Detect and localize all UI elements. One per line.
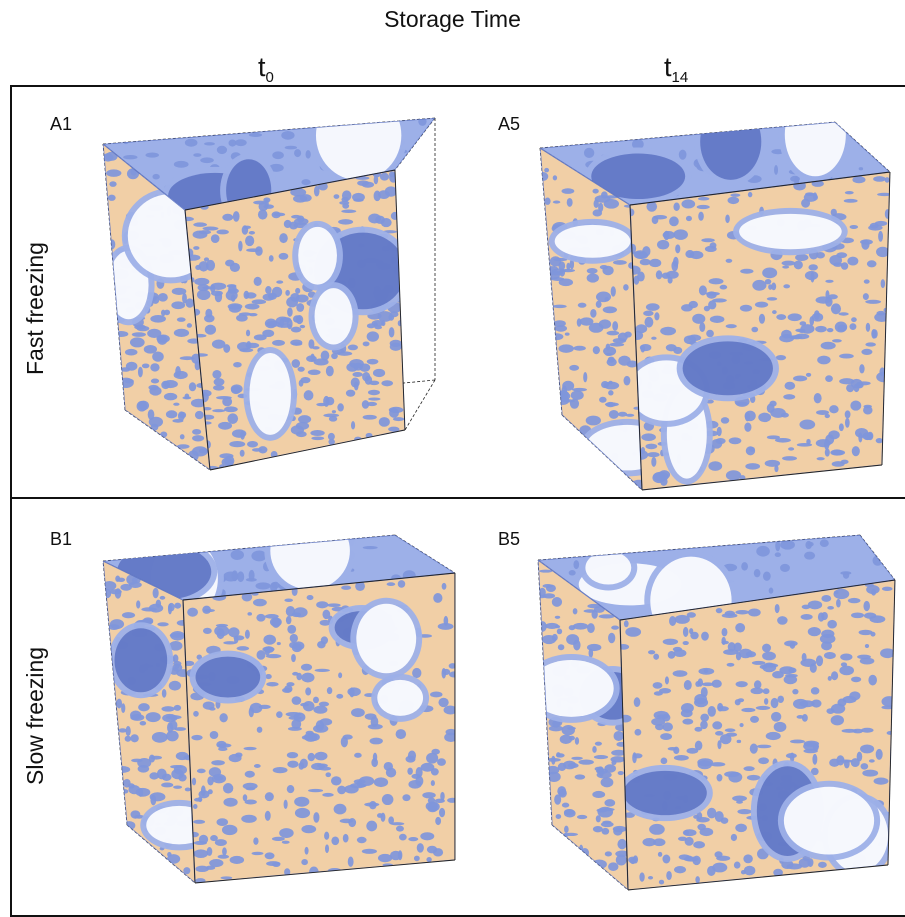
cube-top-face [538,535,895,620]
storage-time-title: Storage Time [384,6,521,32]
column-label-t14: t14 [664,52,689,86]
cube-render-b5 [537,534,896,891]
cube-front-face [620,580,895,890]
panel-b1: B1 [50,525,470,900]
panel-tag-b1: B1 [50,529,73,549]
cube-top-face [540,122,890,205]
cube-left-face [538,560,628,890]
cube-front-face [183,573,455,883]
panel-a1: A1 [50,110,465,485]
panel-tag-a1: A1 [50,114,73,134]
panel-a5: A5 [498,110,895,491]
cube-render-a1 [102,117,436,471]
cube-render-a5 [539,121,891,491]
panel-grid-frame [10,85,905,917]
cube-front-face [185,170,405,470]
row-label-slow-freezing: Slow freezing [22,646,48,785]
panel-tag-b5: B5 [498,529,521,549]
cube-front-face [630,172,890,490]
cube-top-face [103,118,435,210]
row-divider [10,497,905,499]
cube-left-face [103,561,195,883]
panel-b5: B5 [498,525,900,900]
column-label-t0: t0 [258,52,274,86]
cube-render-b1 [102,534,456,884]
panel-tag-a5: A5 [498,114,521,134]
row-label-fast-freezing: Fast freezing [22,242,48,375]
